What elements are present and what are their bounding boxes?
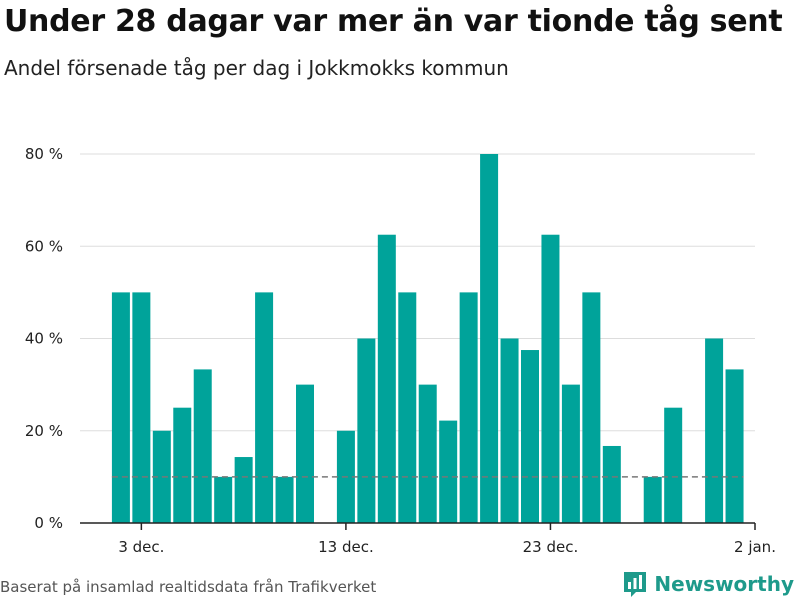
bar xyxy=(480,154,499,523)
bar xyxy=(132,292,151,523)
source-note: Baserat på insamlad realtidsdata från Tr… xyxy=(0,578,377,596)
x-tick-label: 23 dec. xyxy=(523,538,579,556)
bar xyxy=(541,234,560,523)
bar xyxy=(418,384,437,523)
bar xyxy=(643,476,662,523)
bar xyxy=(664,407,683,523)
y-tick-label: 20 % xyxy=(25,422,63,440)
bar xyxy=(398,292,417,523)
x-axis-ticks: 3 dec. 13 dec. 23 dec. 2 jan. xyxy=(118,523,776,556)
x-tick-label: 2 jan. xyxy=(734,538,776,556)
chart-title: Under 28 dagar var mer än var tionde tåg… xyxy=(4,4,783,39)
bar xyxy=(561,384,580,523)
bar xyxy=(705,338,724,523)
bar xyxy=(725,369,744,523)
bar xyxy=(582,292,601,523)
y-tick-label: 0 % xyxy=(34,514,63,532)
x-tick-label: 3 dec. xyxy=(118,538,164,556)
bar xyxy=(275,476,294,523)
bar-chart-logo-icon xyxy=(624,572,647,597)
bar xyxy=(377,234,396,523)
bars xyxy=(111,154,744,523)
bar xyxy=(357,338,376,523)
y-tick-label: 40 % xyxy=(25,330,63,348)
bar xyxy=(193,369,212,523)
bar xyxy=(255,292,274,523)
brand-logo[interactable]: Newsworthy xyxy=(622,570,794,598)
bar xyxy=(296,384,314,523)
bar xyxy=(521,350,539,523)
bar xyxy=(500,338,519,523)
bar xyxy=(459,292,478,523)
bar xyxy=(111,292,130,523)
brand-name: Newsworthy xyxy=(654,572,794,596)
bar xyxy=(234,457,253,523)
bar xyxy=(173,407,192,523)
y-axis-ticks: 0 % 20 % 40 % 60 % 80 % xyxy=(25,145,63,532)
y-tick-label: 60 % xyxy=(25,237,63,255)
bar xyxy=(439,420,458,523)
bar xyxy=(602,445,621,523)
y-tick-label: 80 % xyxy=(25,145,63,163)
bar xyxy=(152,430,171,523)
chart-subtitle: Andel försenade tåg per dag i Jokkmokks … xyxy=(4,56,509,80)
grid-lines xyxy=(80,153,755,432)
bar xyxy=(214,476,233,523)
x-tick-label: 13 dec. xyxy=(318,538,374,556)
